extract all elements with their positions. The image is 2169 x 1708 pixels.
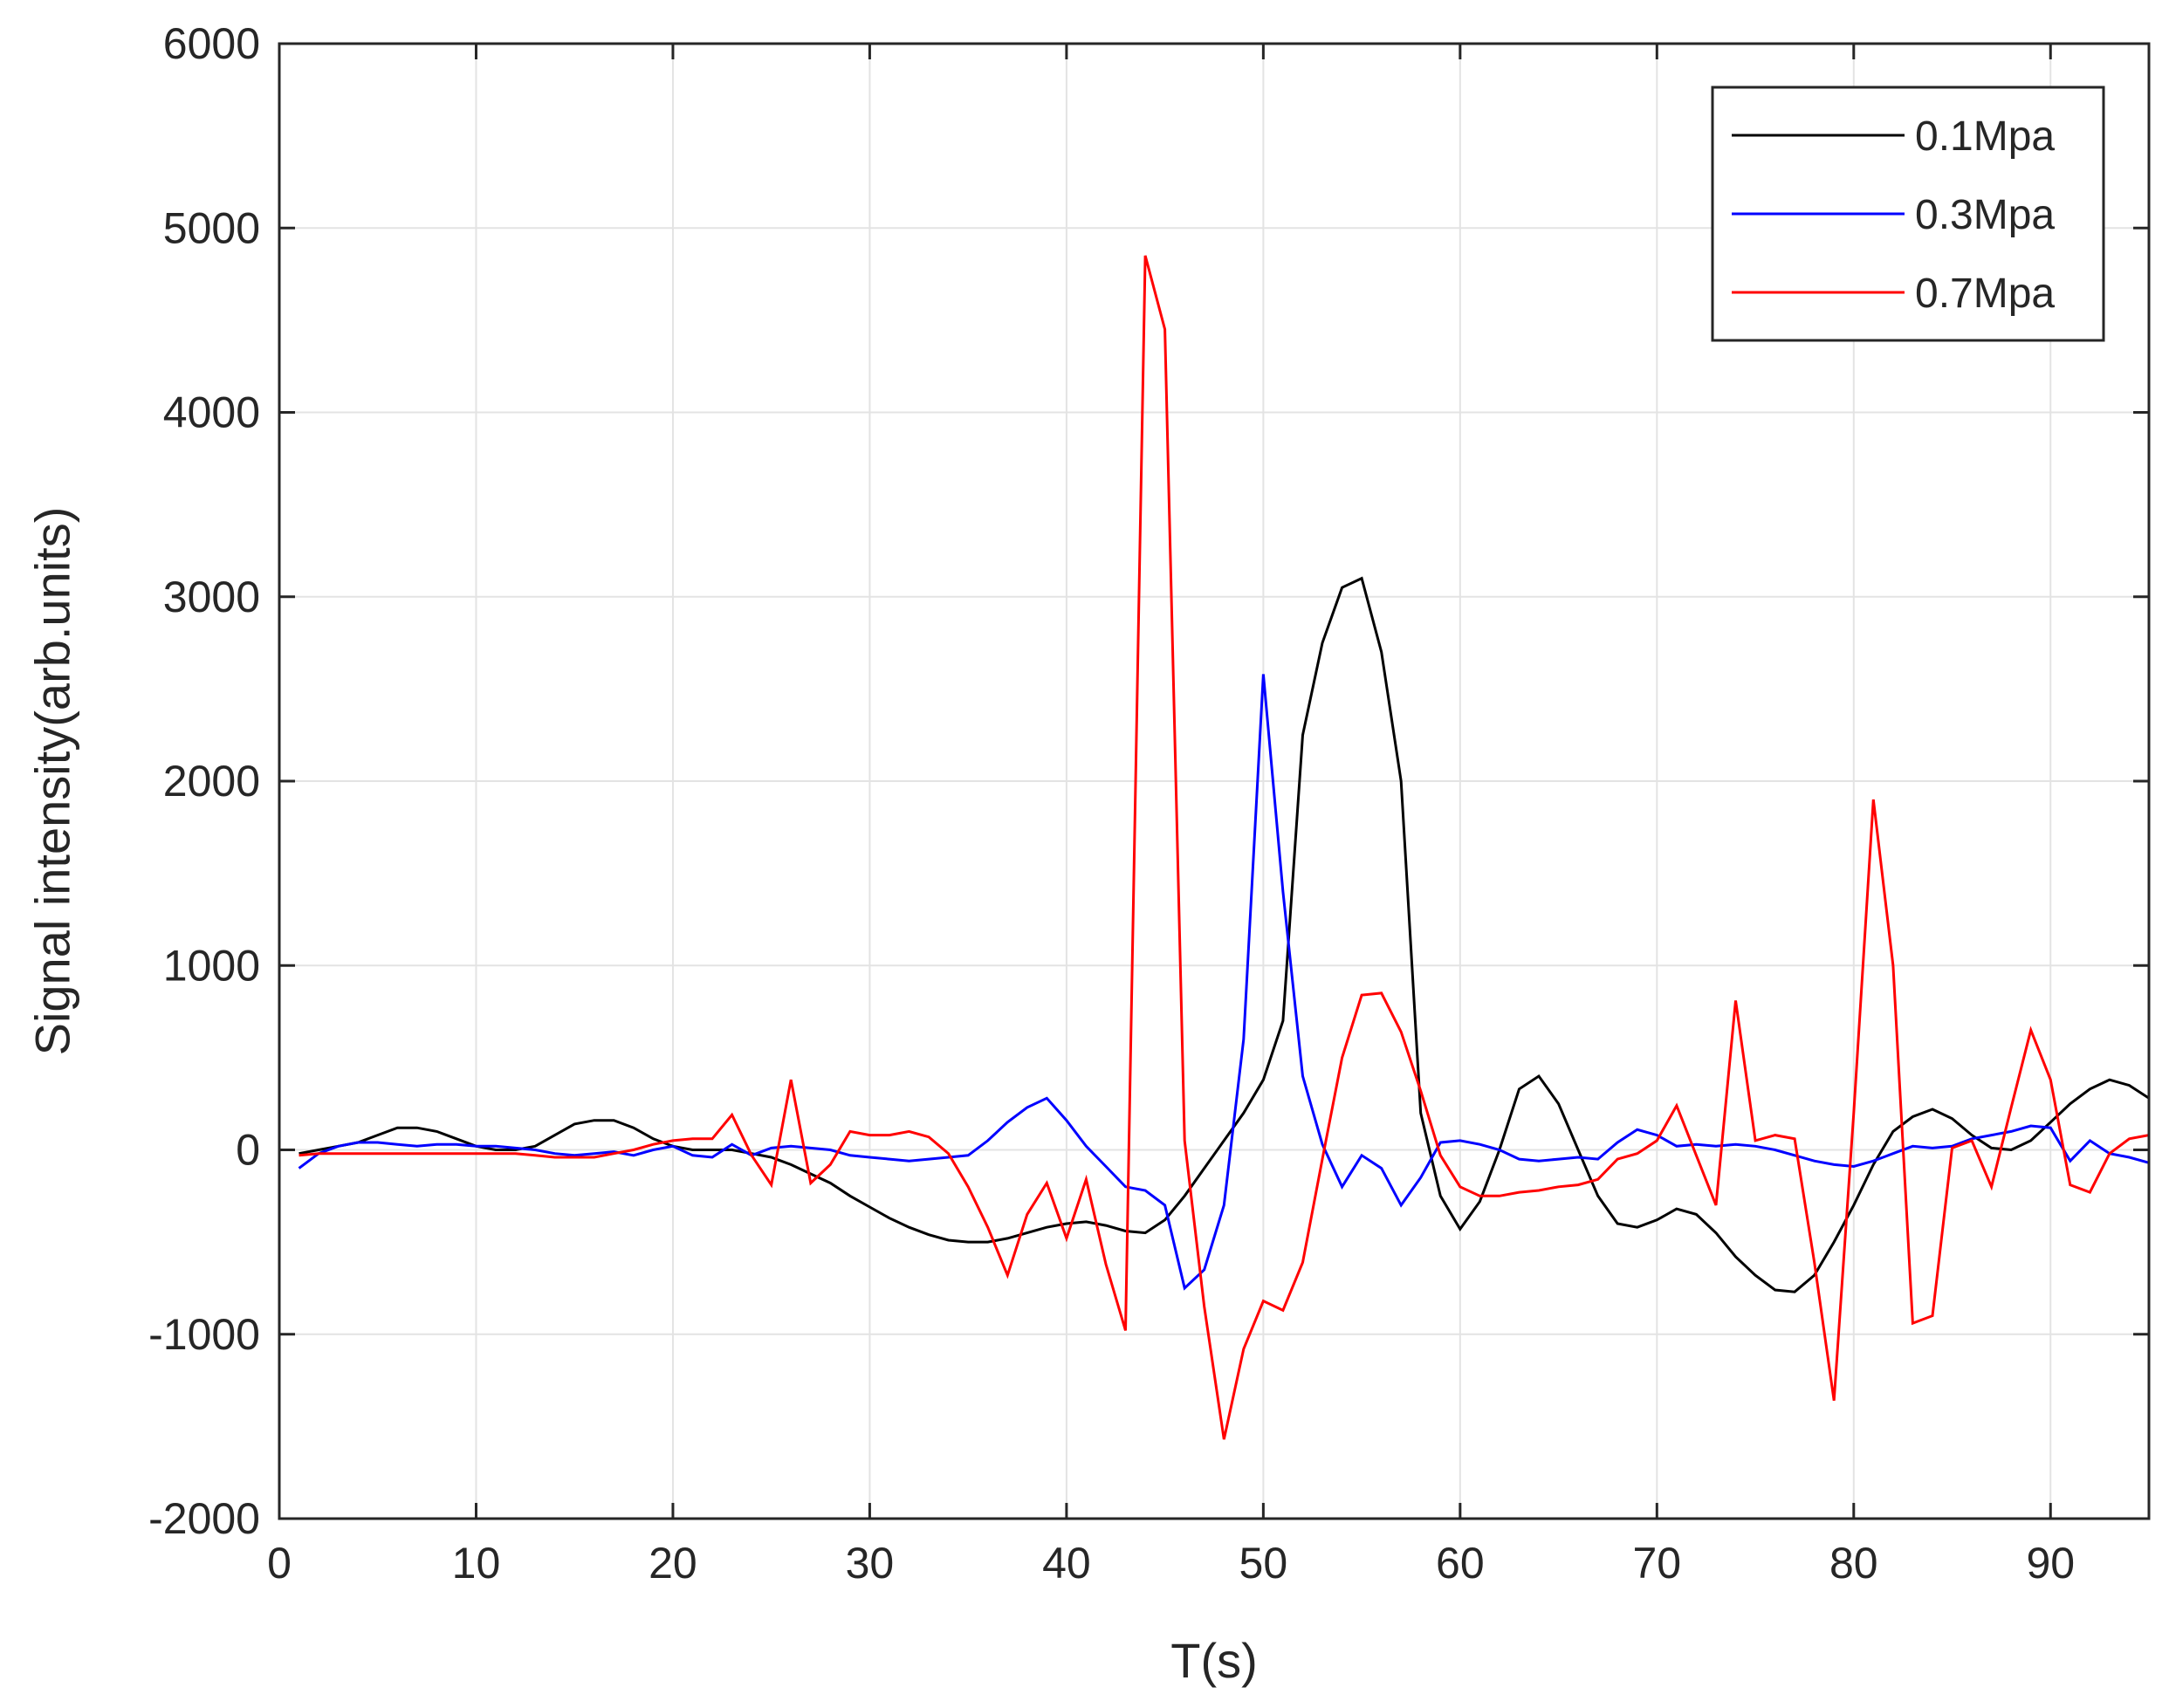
y-tick-label: 4000 [163, 388, 260, 437]
x-tick-label: 20 [649, 1539, 697, 1588]
y-tick-label: -1000 [148, 1310, 260, 1359]
y-tick-label: 1000 [163, 941, 260, 990]
y-tick-label: 5000 [163, 203, 260, 252]
axis-ticks: 0 10 20 30 40 50 60 70 80 90 -2000 -1000 0 1000 2000 30… [148, 19, 2149, 1588]
x-tick-label: 50 [1239, 1539, 1288, 1588]
y-tick-label: 2000 [163, 757, 260, 806]
y-axis-title: Signal intensity(arb.units) [25, 507, 80, 1056]
x-tick-label: 30 [846, 1539, 895, 1588]
x-axis-title: T(s) [1170, 1633, 1258, 1688]
x-tick-label: 40 [1042, 1539, 1091, 1588]
legend-label: 0.1Mpa [1915, 113, 2055, 160]
y-tick-label: 0 [236, 1126, 260, 1175]
x-tick-label: 70 [1633, 1539, 1682, 1588]
x-tick-label: 90 [2026, 1539, 2075, 1588]
y-tick-label: 3000 [163, 573, 260, 621]
series-line-3 [299, 255, 2149, 1440]
x-tick-label: 0 [267, 1539, 292, 1588]
series-line-2 [298, 674, 2149, 1291]
x-tick-label: 10 [452, 1539, 501, 1588]
legend: 0.1Mpa 0.3Mpa 0.7Mpa [1711, 86, 2105, 342]
y-tick-label: -2000 [148, 1494, 260, 1543]
x-tick-label: 80 [1829, 1539, 1878, 1588]
series-line-1 [299, 576, 2149, 1293]
legend-label: 0.3Mpa [1915, 192, 2055, 238]
y-tick-label: 6000 [163, 19, 260, 68]
x-tick-label: 60 [1436, 1539, 1485, 1588]
series-lines [298, 255, 2149, 1440]
legend-label: 0.7Mpa [1915, 271, 2055, 317]
